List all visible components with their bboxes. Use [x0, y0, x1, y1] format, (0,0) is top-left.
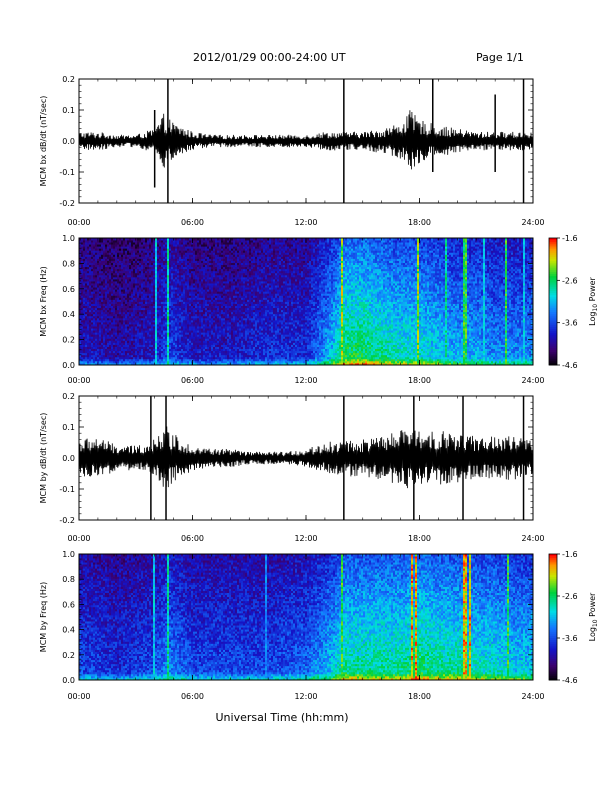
trace-line: [79, 110, 533, 169]
y-axis-label: MCM by Freq (Hz): [39, 582, 48, 652]
spectrogram-cells: [79, 554, 533, 680]
colorbar: -1.6 -2.6 -3.6 -4.6 Log10 Power: [549, 550, 599, 685]
colorbar-tick-1: -1.6: [562, 234, 578, 243]
colorbar-tick-4: -4.6: [562, 676, 578, 685]
colorbar-tick-2: -2.6: [562, 276, 578, 285]
x-tick-2: 06:00: [181, 376, 204, 385]
panel-1: -0.2 -0.1 0.0 0.1 0.2 00:00 06:00 12:00 18:00 24:…: [39, 75, 545, 227]
panel-3: -0.2 -0.1 0.0 0.1 0.2 00:00 06:00 12:00 18:00 24:…: [39, 392, 545, 543]
y-tick-1: 0.0: [62, 361, 75, 370]
y-tick-1: -0.2: [59, 516, 75, 525]
y-tick-4: 0.6: [62, 600, 75, 609]
y-tick-6: 1.0: [62, 550, 75, 559]
y-tick-5: 0.8: [62, 259, 75, 268]
y-tick-2: -0.1: [59, 168, 75, 177]
x-tick-3: 12:00: [294, 376, 317, 385]
colorbar-tick-3: -3.6: [562, 319, 578, 328]
x-axis-title: Universal Time (hh:mm): [216, 711, 349, 724]
colorbar-label: Log10 Power: [588, 276, 599, 325]
x-tick-4: 18:00: [408, 218, 431, 227]
panel-4: -1.6 -2.6 -3.6 -4.6 Log10 Power 0.0 0.2 0.4 0.6 0…: [39, 550, 599, 701]
y-tick-4: 0.6: [62, 285, 75, 294]
x-tick-2: 06:00: [181, 692, 204, 701]
x-tick-1: 00:00: [67, 218, 90, 227]
y-tick-5: 0.8: [62, 575, 75, 584]
x-tick-5: 24:00: [521, 376, 544, 385]
y-tick-3: 0.4: [62, 310, 75, 319]
colorbar-tick-3: -3.6: [562, 634, 578, 643]
x-tick-2: 06:00: [181, 534, 204, 543]
colorbar: -1.6 -2.6 -3.6 -4.6 Log10 Power: [549, 234, 599, 370]
y-tick-4: 0.1: [62, 423, 75, 432]
trace-line: [79, 427, 533, 489]
y-tick-1: 0.0: [62, 676, 75, 685]
colorbar-label: Log10 Power: [588, 592, 599, 641]
colorbar-tick-1: -1.6: [562, 550, 578, 559]
figure: -0.2 -0.1 0.0 0.1 0.2 00:00 06:00 12:00 18:00 24:…: [0, 0, 612, 792]
x-tick-1: 00:00: [67, 534, 90, 543]
y-tick-6: 1.0: [62, 234, 75, 243]
x-tick-1: 00:00: [67, 692, 90, 701]
y-tick-5: 0.2: [62, 392, 75, 401]
y-axis-label: MCM bx Freq (Hz): [39, 266, 48, 336]
x-tick-1: 00:00: [67, 376, 90, 385]
y-axis-label: MCM bx dB/dt (nT/sec): [39, 96, 48, 187]
x-tick-5: 24:00: [521, 692, 544, 701]
y-tick-2: 0.2: [62, 336, 75, 345]
colorbar-tick-2: -2.6: [562, 592, 578, 601]
y-tick-2: 0.2: [62, 651, 75, 660]
x-tick-3: 12:00: [294, 218, 317, 227]
y-tick-1: -0.2: [59, 199, 75, 208]
x-tick-4: 18:00: [408, 376, 431, 385]
x-tick-3: 12:00: [294, 692, 317, 701]
colorbar-tick-4: -4.6: [562, 361, 578, 370]
y-axis-label: MCM by dB/dt (nT/sec): [39, 413, 48, 504]
x-tick-5: 24:00: [521, 534, 544, 543]
x-tick-4: 18:00: [408, 692, 431, 701]
y-tick-3: 0.0: [62, 137, 75, 146]
y-tick-2: -0.1: [59, 485, 75, 494]
y-tick-4: 0.1: [62, 106, 75, 115]
y-tick-3: 0.4: [62, 626, 75, 635]
x-tick-3: 12:00: [294, 534, 317, 543]
spectrogram-cells: [79, 238, 533, 365]
x-tick-4: 18:00: [408, 534, 431, 543]
y-tick-5: 0.2: [62, 75, 75, 84]
panel-2: -1.6 -2.6 -3.6 -4.6 Log10 Power 0.0 0.2 0.4 0.6 0…: [39, 234, 599, 385]
x-tick-2: 06:00: [181, 218, 204, 227]
x-tick-5: 24:00: [521, 218, 544, 227]
y-tick-3: 0.0: [62, 454, 75, 463]
